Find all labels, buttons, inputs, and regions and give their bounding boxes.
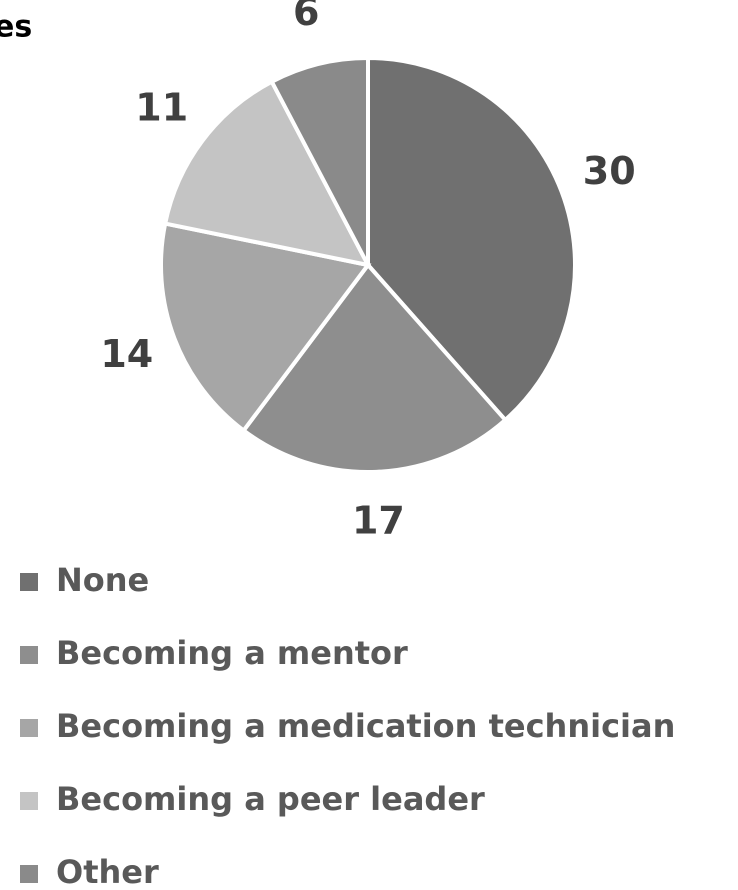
pie-slice xyxy=(269,55,370,266)
chart-title: es xyxy=(0,10,32,45)
value-label: 30 xyxy=(583,149,636,193)
value-label: 11 xyxy=(135,86,188,130)
legend-label: Other xyxy=(56,853,159,890)
pie-slice xyxy=(366,55,577,423)
legend-swatch xyxy=(20,719,38,737)
legend-label: None xyxy=(56,561,149,599)
legend-label: Becoming a mentor xyxy=(56,634,408,672)
pie-slice xyxy=(162,79,372,268)
legend-swatch xyxy=(20,792,38,810)
legend-label: Becoming a peer leader xyxy=(56,780,485,818)
legend-swatch xyxy=(20,865,38,883)
pie-slice xyxy=(159,221,372,434)
legend-swatch xyxy=(20,646,38,664)
legend-label: Becoming a medication technician xyxy=(56,707,675,745)
legend-swatch xyxy=(20,573,38,591)
value-label: 6 xyxy=(293,0,319,34)
value-label: 17 xyxy=(352,498,405,542)
pie-slice xyxy=(240,261,509,474)
value-label: 14 xyxy=(100,332,153,376)
